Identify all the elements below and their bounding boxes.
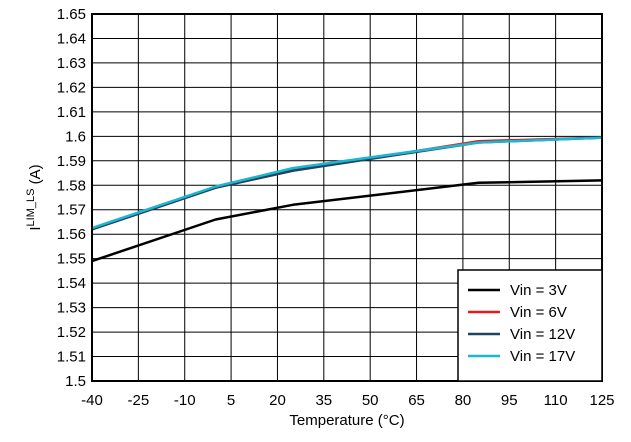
plot-frame [91,13,603,382]
x-tick-label: 35 [315,392,332,409]
y-tick-label: 1.57 [57,202,86,219]
x-tick-label: 50 [362,392,379,409]
legend-label: Vin = 6V [510,304,567,321]
x-tick-label: -25 [128,392,150,409]
x-tick-label: 20 [269,392,286,409]
y-tick-labels: 1.5 1.51 1.52 1.53 1.54 1.55 1.56 1.57 1.58 1.59 1… [57,6,86,390]
x-tick-label: 125 [589,392,614,409]
x-tick-label: 65 [408,392,425,409]
y-tick-label: 1.52 [57,324,86,341]
y-tick-label: 1.56 [57,226,86,243]
series-line [91,136,603,230]
y-tick-label: 1.55 [57,251,86,268]
y-tick-label: 1.53 [57,300,86,317]
y-axis-title: ILIM_LS (A) [25,164,44,230]
y-axis-title-unit: (A) [27,164,44,188]
y-tick-label: 1.62 [57,79,86,96]
x-tick-label: 80 [455,392,472,409]
legend-label: Vin = 17V [510,348,575,365]
x-tick-label: -10 [174,392,196,409]
legend-box [457,269,603,382]
x-tick-label: 95 [501,392,518,409]
y-tick-label: 1.63 [57,55,86,72]
series-line [91,136,603,231]
series-lines [91,136,603,263]
series-line [91,179,603,263]
y-tick-label: 1.58 [57,177,86,194]
x-tick-label: 110 [544,392,568,409]
x-tick-labels: -40 -25 -10 5 20 35 50 65 80 95 110 125 [81,392,614,409]
series-line [91,136,603,231]
y-tick-label: 1.6 [65,128,86,145]
x-axis-title: Temperature (°C) [289,412,404,429]
y-tick-label: 1.64 [57,30,86,47]
legend: Vin = 3V Vin = 6V Vin = 12V Vin = 17V [457,269,603,382]
y-tick-label: 1.5 [65,373,86,390]
legend-label: Vin = 12V [510,326,575,343]
x-tick-label: -40 [81,392,103,409]
y-tick-label: 1.61 [57,104,86,121]
y-axis-title-main: I [27,226,44,230]
y-axis-title-sub: LIM_LS [25,189,37,227]
y-tick-label: 1.59 [57,153,86,170]
legend-label: Vin = 3V [510,282,567,299]
y-tick-label: 1.51 [57,349,86,366]
x-tick-label: 5 [227,392,235,409]
y-tick-label: 1.65 [57,6,86,23]
y-tick-label: 1.54 [57,275,86,292]
